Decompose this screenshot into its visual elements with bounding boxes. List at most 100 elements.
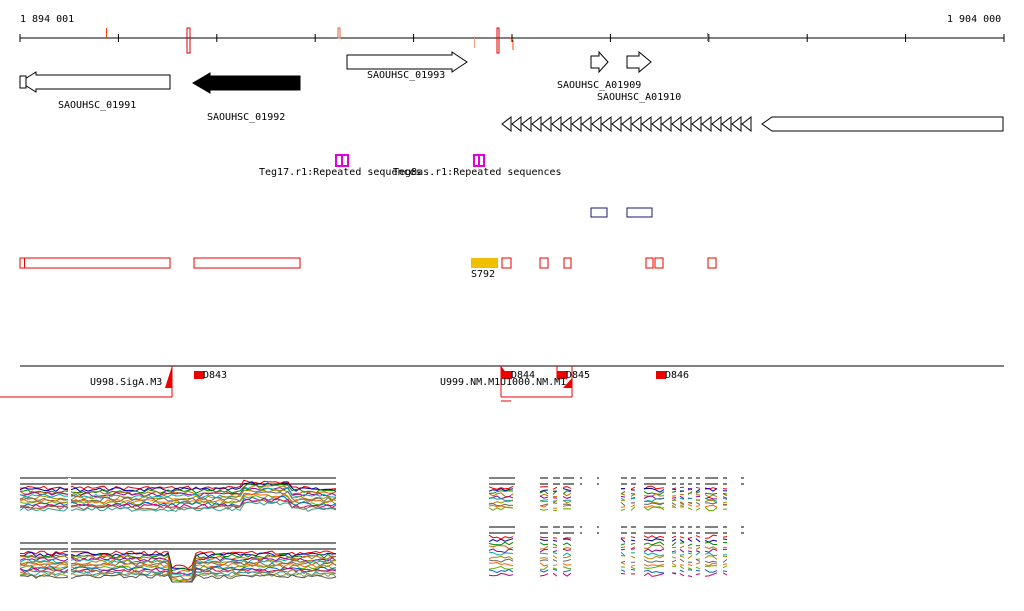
expression-line: [552, 564, 558, 567]
segment-s792[interactable]: [471, 258, 498, 268]
expression-line: [562, 503, 572, 506]
gene-a01910[interactable]: [626, 50, 652, 74]
gene-a01909[interactable]: [590, 50, 609, 74]
expression-line: [695, 566, 701, 570]
expression-line: [695, 551, 701, 556]
expression-line: [539, 573, 549, 577]
chevron-arrow: [691, 115, 702, 133]
expression-line: [722, 492, 728, 495]
expression-line: [722, 493, 728, 497]
expression-line: [539, 500, 549, 503]
expression-line: [488, 555, 514, 560]
segment-label-s792[interactable]: S792: [471, 269, 496, 280]
expression-line: [695, 547, 701, 550]
expression-line: [488, 485, 514, 490]
expression-line: [671, 538, 677, 542]
segment[interactable]: [563, 257, 572, 269]
expression-line: [562, 486, 572, 489]
expression-line: [722, 572, 728, 576]
expression-line: [488, 506, 514, 511]
gene-sa01991[interactable]: [19, 71, 171, 93]
gene-sa01993[interactable]: [346, 51, 468, 73]
promoter-d846[interactable]: [656, 371, 666, 379]
chevron-arrow: [531, 115, 542, 133]
expression-line: [679, 501, 685, 506]
segment[interactable]: [501, 257, 512, 269]
expression-panel-upper-right-col: [539, 477, 549, 511]
blue-feature[interactable]: [626, 207, 653, 218]
expression-line: [671, 550, 677, 553]
blue-feature[interactable]: [590, 207, 608, 218]
promoter-track: [0, 365, 1004, 402]
expression-line: [552, 572, 558, 577]
expression-line: [539, 495, 549, 499]
segment[interactable]: [19, 257, 171, 269]
expression-line: [722, 570, 728, 572]
expression-line: [704, 539, 718, 543]
expression-line: [552, 495, 558, 498]
expression-line: [19, 494, 337, 506]
chevron-arrow: [651, 115, 662, 133]
expression-line: [695, 535, 701, 538]
expression-panel-lower-right-col: [643, 526, 666, 577]
gene-label-sa01992[interactable]: SAOUHSC_01992: [207, 112, 286, 123]
promoter-d843[interactable]: [194, 371, 204, 379]
expression-line: [620, 538, 626, 543]
repeat-label-teg8[interactable]: Teg8as.r1:Repeated sequences: [393, 167, 562, 178]
gene-label-a01909[interactable]: SAOUHSC_A01909: [557, 80, 642, 91]
expression-line: [671, 488, 677, 491]
promoter-u1000-mark[interactable]: [563, 378, 572, 388]
expression-line: [562, 547, 572, 550]
segment[interactable]: [193, 257, 301, 269]
expression-line: [643, 535, 665, 539]
expression-line: [488, 558, 514, 563]
repeat-label-teg17[interactable]: Teg17.r1:Repeated sequences: [259, 167, 422, 178]
promoter-label-d846[interactable]: D846: [665, 370, 690, 381]
expression-line: [671, 502, 677, 506]
gene-label-a01910[interactable]: SAOUHSC_A01910: [597, 92, 682, 103]
expression-line: [643, 555, 665, 560]
ruler-start-label: 1 894 001: [20, 14, 75, 25]
promoter-u998-mark[interactable]: [165, 366, 172, 388]
promoter-label-d845[interactable]: D845: [566, 370, 591, 381]
promoter-label-d844[interactable]: D844: [511, 370, 536, 381]
chevron-arrow: [671, 115, 682, 133]
promoter-label-d843[interactable]: D843: [203, 370, 228, 381]
expression-line: [19, 499, 337, 511]
expression-line: [687, 504, 693, 507]
expression-panel-upper-right-col: [630, 477, 636, 511]
segment[interactable]: [539, 257, 549, 269]
expression-line: [539, 559, 549, 562]
promoter-d845[interactable]: [557, 371, 567, 379]
expression-line: [722, 546, 728, 549]
expression-line: [704, 494, 718, 498]
expression-line: [19, 556, 337, 575]
gene-label-sa01991[interactable]: SAOUHSC_01991: [58, 100, 137, 111]
gene-sa01992[interactable]: [192, 72, 301, 94]
expression-line: [19, 483, 337, 494]
promoter-label-u998[interactable]: U998.SigA.M3: [90, 377, 163, 388]
expression-line: [687, 552, 693, 555]
gene-reverse-long[interactable]: [761, 116, 1004, 132]
gene-reverse-chevron-series[interactable]: [501, 115, 752, 133]
expression-line: [643, 487, 665, 493]
chevron-arrow: [681, 115, 692, 133]
expression-line: [643, 538, 665, 542]
expression-line: [679, 545, 685, 549]
segment[interactable]: [645, 257, 654, 269]
chevron-arrow: [611, 115, 622, 133]
ruler-marker: [186, 27, 191, 54]
ruler-marker: [707, 33, 708, 41]
expression-line: [488, 551, 514, 556]
expression-panel-upper-right-col: [562, 477, 574, 510]
expression-line: [562, 552, 572, 557]
gene-label-sa01993[interactable]: SAOUHSC_01993: [367, 70, 446, 81]
promoter-label-u1000[interactable]: U1000.NM.M1: [500, 377, 567, 388]
segment[interactable]: [707, 257, 717, 269]
expression-line: [539, 489, 549, 493]
segment[interactable]: [654, 257, 664, 269]
chevron-arrow: [591, 115, 602, 133]
promoter-label-u999[interactable]: U999.NM.M1: [440, 377, 501, 388]
promoter-u999-mark[interactable]: [501, 366, 510, 378]
expression-line: [722, 565, 728, 569]
